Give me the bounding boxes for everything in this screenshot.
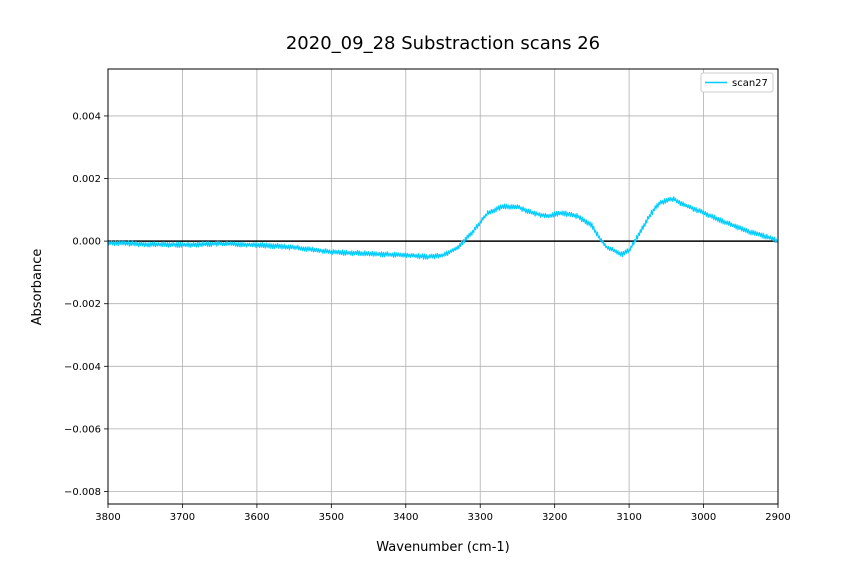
y-tick-label: −0.008: [64, 487, 101, 498]
series-line-scan27: [107, 196, 779, 260]
legend-box: [700, 72, 774, 93]
x-tick-label: 3300: [467, 512, 492, 523]
x-tick-label: 3100: [616, 512, 641, 523]
y-tick-label: −0.002: [64, 299, 101, 310]
y-tick-label: 0.002: [72, 174, 101, 185]
x-tick-label: 3200: [542, 512, 567, 523]
y-tick-label: −0.004: [64, 362, 101, 373]
x-tick-label: 3500: [319, 512, 344, 523]
plot-frame: [107, 68, 779, 505]
x-tick-label: 3400: [393, 512, 418, 523]
x-tick-label: 3800: [95, 512, 120, 523]
x-tick-label: 3700: [170, 512, 195, 523]
y-tick-label: 0.004: [72, 111, 101, 122]
x-tick-label: 3000: [691, 512, 716, 523]
y-axis-label: Absorbance: [30, 249, 45, 326]
y-tick-label: −0.006: [64, 424, 101, 435]
legend-label-scan27: scan27: [732, 78, 768, 89]
legend: scan27: [700, 72, 774, 93]
x-tick-label: 3600: [244, 512, 269, 523]
tick-layer: 3800 3700 3600 3500 3400 3300 3200 3100 3000 2900…: [64, 111, 791, 523]
y-tick-label: 0.000: [72, 237, 101, 248]
x-axis-label: Wavenumber (cm-1): [376, 540, 509, 555]
series-layer: [107, 196, 779, 260]
x-tick-label: 2900: [765, 512, 790, 523]
chart-title: 2020_09_28 Substraction scans 26: [286, 33, 600, 54]
